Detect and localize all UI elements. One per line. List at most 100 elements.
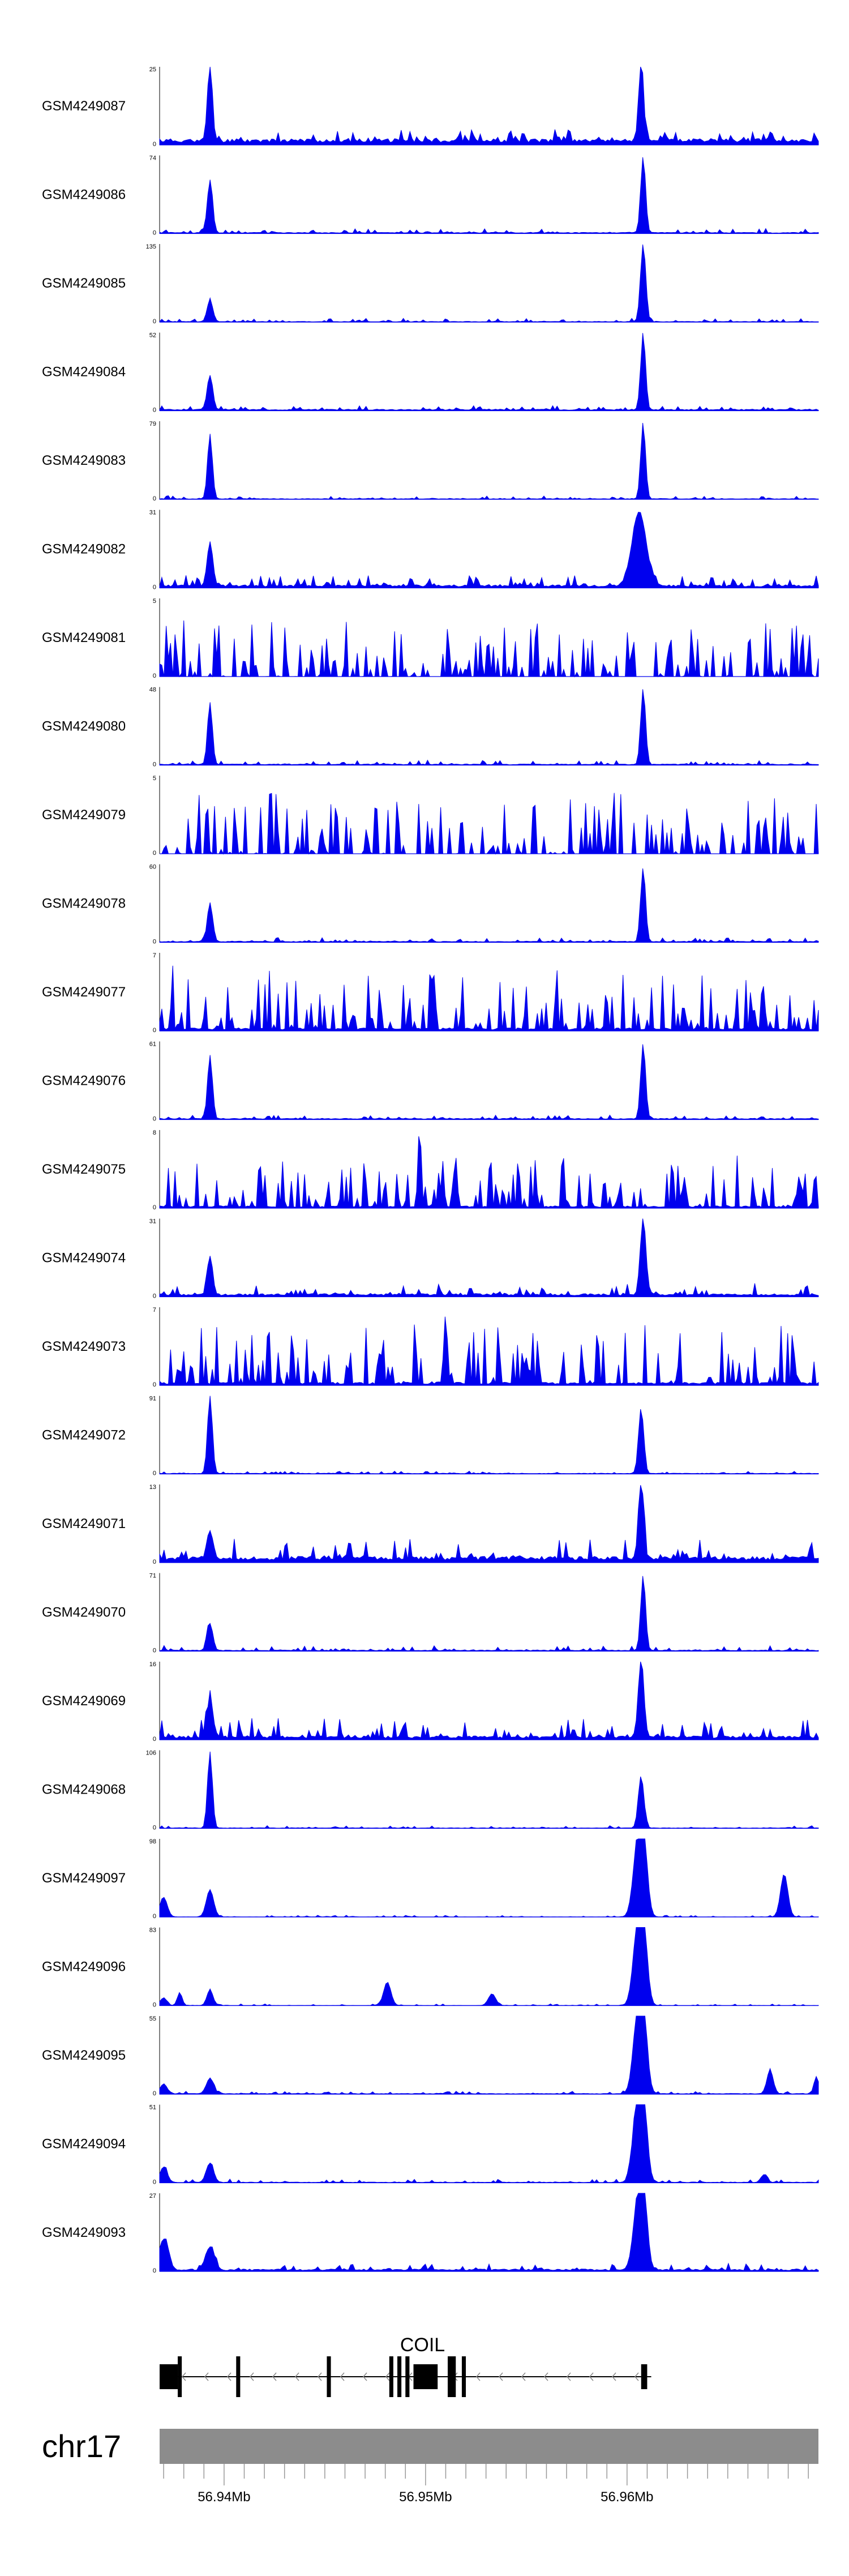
y-zero-tick: 0 <box>153 1027 156 1034</box>
strand-arrow <box>476 2372 481 2381</box>
strand-arrow <box>340 2372 345 2381</box>
axis-tick-label: 56.94Mb <box>198 2489 250 2505</box>
y-zero-tick: 0 <box>153 2267 156 2274</box>
track-GSM4249071: GSM4249071 13 0 <box>42 1484 819 1565</box>
axis-tick-label: 56.96Mb <box>601 2489 653 2505</box>
y-max-tick: 91 <box>149 1396 156 1402</box>
track-GSM4249096: GSM4249096 83 0 <box>42 1927 819 2009</box>
coverage-area-GSM4249096 <box>159 1927 819 2006</box>
track-GSM4249086: GSM4249086 74 0 <box>42 155 819 237</box>
y-zero-tick: 0 <box>153 2090 156 2097</box>
track-label: GSM4249076 <box>42 1073 126 1089</box>
y-max-tick: 52 <box>149 332 156 339</box>
track-GSM4249082: GSM4249082 31 0 <box>42 510 819 591</box>
track-GSM4249068: GSM4249068 106 0 <box>42 1750 819 1832</box>
coverage-area-GSM4249082 <box>159 512 819 588</box>
track-GSM4249079: GSM4249079 5 0 <box>42 775 819 857</box>
coverage-area-GSM4249094 <box>159 2104 819 2183</box>
track-label: GSM4249079 <box>42 807 126 823</box>
track-GSM4249080: GSM4249080 48 0 <box>42 687 819 768</box>
strand-arrow <box>634 2372 639 2381</box>
track-GSM4249074: GSM4249074 31 0 <box>42 1218 819 1300</box>
y-zero-tick: 0 <box>153 1381 156 1388</box>
y-max-tick: 31 <box>149 1218 156 1225</box>
exon <box>178 2356 182 2397</box>
track-GSM4249081: GSM4249081 5 0 <box>42 598 819 679</box>
y-zero-tick: 0 <box>153 761 156 768</box>
coverage-area-GSM4249071 <box>159 1485 819 1563</box>
y-zero-tick: 0 <box>153 1204 156 1211</box>
exon <box>397 2356 402 2397</box>
gene-model-track: COIL <box>160 2334 651 2397</box>
coverage-area-GSM4249072 <box>159 1396 819 1474</box>
y-max-tick: 31 <box>149 510 156 516</box>
genome-axis-ticks: 56.94Mb 56.95Mb 56.96Mb <box>163 2464 809 2505</box>
y-max-tick: 60 <box>149 864 156 871</box>
track-label: GSM4249077 <box>42 985 126 1000</box>
coverage-area-GSM4249087 <box>159 66 819 146</box>
coverage-area-GSM4249074 <box>159 1218 819 1297</box>
axis-tick-label: 56.95Mb <box>399 2489 452 2505</box>
track-GSM4249073: GSM4249073 7 0 <box>42 1307 819 1388</box>
y-max-tick: 25 <box>149 66 156 73</box>
y-zero-tick: 0 <box>153 407 156 414</box>
track-label: GSM4249087 <box>42 99 126 114</box>
exon <box>641 2364 648 2389</box>
strand-arrow <box>227 2372 231 2381</box>
y-zero-tick: 0 <box>153 1116 156 1123</box>
y-max-tick: 7 <box>153 1307 156 1313</box>
track-GSM4249084: GSM4249084 52 0 <box>42 332 819 414</box>
track-label: GSM4249095 <box>42 2048 126 2063</box>
track-label: GSM4249073 <box>42 1339 126 1354</box>
coverage-area-GSM4249085 <box>159 244 819 323</box>
coverage-area-GSM4249077 <box>159 965 819 1032</box>
strand-arrow <box>272 2372 277 2381</box>
coverage-area-GSM4249073 <box>159 1316 819 1386</box>
strand-arrow <box>521 2372 526 2381</box>
track-label: GSM4249085 <box>42 276 126 291</box>
track-GSM4249078: GSM4249078 60 0 <box>42 864 819 945</box>
coverage-area-GSM4249093 <box>159 2193 819 2272</box>
y-max-tick: 135 <box>146 243 156 250</box>
coverage-area-GSM4249095 <box>159 2016 819 2095</box>
track-GSM4249076: GSM4249076 61 0 <box>42 1041 819 1123</box>
track-label: GSM4249082 <box>42 542 126 557</box>
y-max-tick: 83 <box>149 1927 156 1934</box>
track-label: GSM4249097 <box>42 1871 126 1886</box>
y-max-tick: 106 <box>146 1750 156 1757</box>
track-GSM4249095: GSM4249095 55 0 <box>42 2016 819 2097</box>
track-GSM4249097: GSM4249097 98 0 <box>42 1838 819 1920</box>
track-label: GSM4249075 <box>42 1162 126 1177</box>
gene-exons <box>160 2356 648 2397</box>
track-GSM4249087: GSM4249087 25 0 <box>42 66 819 148</box>
y-zero-tick: 0 <box>153 1736 156 1743</box>
strand-arrow <box>612 2372 616 2381</box>
y-max-tick: 74 <box>149 155 156 162</box>
gene-strand-arrows <box>182 2372 639 2381</box>
y-zero-tick: 0 <box>153 939 156 945</box>
exon <box>413 2364 438 2389</box>
track-label: GSM4249094 <box>42 2137 126 2152</box>
y-zero-tick: 0 <box>153 1648 156 1654</box>
track-label: GSM4249080 <box>42 719 126 734</box>
y-max-tick: 5 <box>153 775 156 782</box>
track-GSM4249070: GSM4249070 71 0 <box>42 1573 819 1654</box>
y-max-tick: 98 <box>149 1838 156 1845</box>
strand-arrow <box>589 2372 594 2381</box>
exon <box>236 2356 241 2397</box>
y-zero-tick: 0 <box>153 1559 156 1565</box>
track-GSM4249075: GSM4249075 8 0 <box>42 1129 819 1211</box>
y-zero-tick: 0 <box>153 230 156 237</box>
track-GSM4249094: GSM4249094 51 0 <box>42 2104 819 2186</box>
y-zero-tick: 0 <box>153 850 156 857</box>
track-label: GSM4249069 <box>42 1693 126 1709</box>
strand-arrow <box>567 2372 571 2381</box>
y-zero-tick: 0 <box>153 318 156 325</box>
coverage-area-GSM4249083 <box>159 423 819 500</box>
coverage-tracks: GSM4249087250GSM4249086740GSM42490851350… <box>42 66 819 2274</box>
y-zero-tick: 0 <box>153 584 156 591</box>
y-max-tick: 61 <box>149 1041 156 1048</box>
strand-arrow <box>385 2372 390 2381</box>
coverage-area-GSM4249070 <box>159 1576 819 1651</box>
